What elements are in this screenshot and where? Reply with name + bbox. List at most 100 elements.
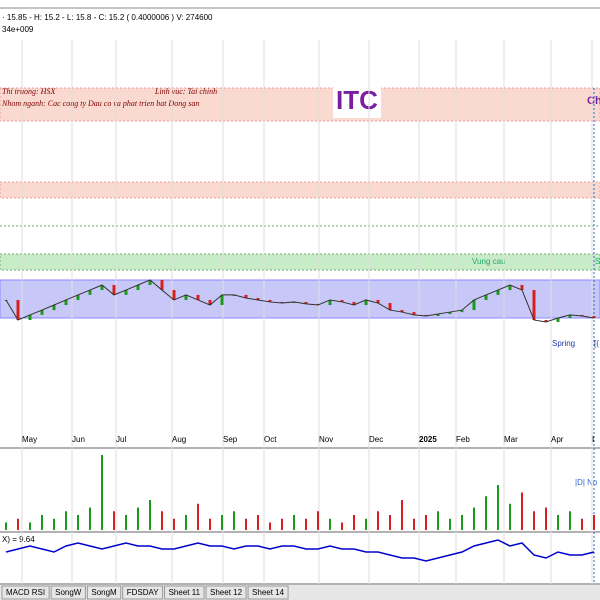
volume-bar bbox=[353, 515, 355, 530]
volume-bar bbox=[461, 515, 463, 530]
volume-bar bbox=[89, 507, 91, 530]
candle bbox=[592, 316, 596, 318]
volume-bar bbox=[257, 515, 259, 530]
tab[interactable]: FDSDAY bbox=[127, 588, 160, 597]
candle bbox=[364, 299, 368, 306]
symbol-box bbox=[333, 86, 381, 118]
volume-bar bbox=[125, 515, 127, 530]
volume-bar bbox=[377, 511, 379, 530]
candle bbox=[448, 312, 452, 315]
right-s: S bbox=[595, 257, 600, 266]
volume-bar bbox=[485, 496, 487, 530]
candle bbox=[580, 314, 584, 317]
indicator-label: X) = 9.64 bbox=[2, 535, 35, 544]
month-label: May bbox=[22, 435, 37, 444]
month-label: Dec bbox=[369, 435, 383, 444]
candle bbox=[100, 285, 104, 291]
field: Linh vuc: Tai chinh bbox=[154, 87, 217, 96]
quote-sub: 34e+009 bbox=[2, 25, 34, 34]
candle bbox=[304, 301, 308, 304]
candle bbox=[544, 319, 548, 322]
month-label: Oct bbox=[264, 435, 277, 444]
volume-bar bbox=[497, 485, 499, 530]
volume-bar bbox=[101, 455, 103, 530]
volume-bar bbox=[533, 511, 535, 530]
volume-bar bbox=[173, 518, 175, 530]
month-label: 2025 bbox=[419, 435, 437, 444]
candle bbox=[52, 305, 56, 311]
right-paren: [( bbox=[594, 339, 599, 348]
candle bbox=[472, 299, 476, 311]
candle bbox=[556, 318, 560, 322]
volume-bar bbox=[521, 492, 523, 530]
volume-bar bbox=[137, 507, 139, 530]
tab-border bbox=[205, 585, 247, 600]
supply-band bbox=[0, 181, 600, 199]
volume-bar bbox=[197, 503, 199, 530]
volume-bar bbox=[149, 500, 151, 530]
tab[interactable]: SongW bbox=[55, 588, 82, 597]
volume-bar bbox=[245, 518, 247, 530]
candle bbox=[340, 299, 344, 302]
volume-bar bbox=[29, 522, 31, 530]
volume-bar bbox=[17, 518, 19, 530]
volume-bar bbox=[365, 518, 367, 530]
candle bbox=[328, 299, 332, 306]
candle bbox=[436, 314, 440, 317]
price-line bbox=[5, 279, 595, 323]
demand-label: Vung cau bbox=[472, 257, 506, 266]
volume-bar bbox=[437, 511, 439, 530]
tab[interactable]: Sheet 14 bbox=[252, 588, 285, 597]
candle bbox=[316, 303, 320, 306]
tab-border bbox=[86, 585, 122, 600]
candle bbox=[136, 285, 140, 291]
candle bbox=[220, 294, 224, 306]
volume-bar bbox=[389, 515, 391, 530]
volume-bar bbox=[53, 518, 55, 530]
tab-border bbox=[50, 585, 86, 600]
candle bbox=[256, 297, 260, 300]
quote: · 15.85 - H: 15.2 - L: 15.8 - C: 15.2 ( … bbox=[2, 13, 213, 22]
candle bbox=[244, 294, 248, 298]
volume-bar bbox=[329, 518, 331, 530]
volume-bar bbox=[581, 518, 583, 530]
symbol: ITC bbox=[336, 85, 378, 115]
candle bbox=[352, 301, 356, 306]
candle bbox=[484, 294, 488, 300]
candle bbox=[184, 294, 188, 300]
candle bbox=[388, 303, 392, 311]
candle bbox=[196, 294, 200, 300]
market: Thi truong: HSX bbox=[2, 87, 56, 96]
candle bbox=[412, 312, 416, 315]
volume-bar bbox=[221, 515, 223, 530]
candle bbox=[112, 285, 116, 295]
tab[interactable]: MACD RSI bbox=[6, 588, 45, 597]
candle bbox=[508, 285, 512, 291]
volume-bar bbox=[281, 518, 283, 530]
candle bbox=[292, 301, 296, 304]
volume-label: |D| No bbox=[575, 478, 598, 487]
volume-bar bbox=[5, 522, 7, 530]
candle bbox=[76, 294, 80, 300]
tab-border bbox=[122, 585, 164, 600]
candle bbox=[88, 290, 92, 295]
tab[interactable]: Sheet 12 bbox=[210, 588, 243, 597]
volume-bar bbox=[293, 515, 295, 530]
candle bbox=[568, 314, 572, 318]
candle bbox=[496, 290, 500, 295]
month-label: Mar bbox=[504, 435, 518, 444]
tab[interactable]: SongM bbox=[91, 588, 117, 597]
volume-bar bbox=[77, 515, 79, 530]
candle bbox=[40, 310, 44, 315]
volume-bar bbox=[341, 522, 343, 530]
tab[interactable]: Sheet 11 bbox=[169, 588, 201, 597]
tab-border bbox=[164, 585, 205, 600]
volume-bar bbox=[161, 511, 163, 530]
volume-bar bbox=[557, 515, 559, 530]
candle bbox=[400, 310, 404, 313]
volume-bar bbox=[233, 511, 235, 530]
volume-bar bbox=[65, 511, 67, 530]
month-label: Sep bbox=[223, 435, 238, 444]
info-band bbox=[0, 87, 600, 122]
